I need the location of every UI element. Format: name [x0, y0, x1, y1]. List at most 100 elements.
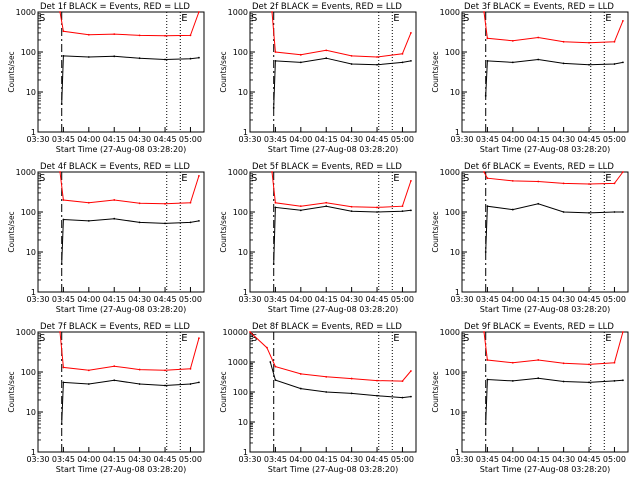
x-tick-label: 03:45: [264, 135, 287, 144]
series-point: [376, 56, 378, 58]
start-marker: S: [39, 13, 45, 24]
series-point: [588, 211, 590, 214]
x-axis-label: Start Time (27-Aug-08 03:28:20): [56, 465, 187, 474]
start-marker: S: [251, 13, 257, 24]
events-series-line: [485, 203, 623, 253]
series-point: [486, 205, 489, 208]
series-point: [274, 365, 277, 368]
series-point: [486, 359, 489, 361]
series-point: [164, 384, 166, 387]
y-tick-label: 100: [21, 208, 36, 217]
series-point: [198, 174, 200, 177]
y-axis-label: Counts/sec: [7, 51, 16, 92]
chart-title: Det 9f BLACK = Events, RED = LLD: [464, 322, 614, 332]
y-tick-label: 10: [450, 88, 460, 97]
x-tick-label: 04:00: [501, 295, 524, 304]
y-tick-label: 10: [238, 418, 248, 427]
x-tick-label: 03:30: [450, 295, 473, 304]
series-point: [62, 30, 65, 33]
series-point: [62, 54, 65, 57]
series-point: [588, 363, 590, 366]
lld-series-line: [483, 171, 624, 185]
series-point: [484, 94, 487, 97]
lld-series-line: [271, 11, 412, 58]
x-tick-label: 03:30: [26, 455, 49, 464]
series-point: [511, 39, 514, 42]
x-tick-label: 03:30: [238, 135, 261, 144]
chart-panel: Det 9f BLACK = Events, RED = LLD 1 10 100 10…: [431, 322, 629, 474]
series-point: [486, 177, 489, 180]
series-point: [410, 179, 412, 182]
series-point: [274, 51, 277, 53]
series-point: [164, 202, 166, 205]
series-point: [562, 62, 565, 65]
plot-frame: [37, 331, 205, 453]
series-point: [537, 359, 540, 361]
x-tick-label: 03:30: [450, 135, 473, 144]
y-tick-label: 10000: [223, 328, 248, 337]
series-point: [62, 366, 65, 369]
series-point: [189, 221, 192, 224]
series-point: [249, 331, 251, 333]
x-axis-label: Start Time (27-Aug-08 03:28:20): [268, 145, 399, 154]
series-point: [60, 263, 63, 265]
series-point: [59, 171, 61, 173]
series-point: [189, 367, 192, 370]
start-marker: S: [463, 13, 469, 24]
plot-frame: [249, 11, 417, 133]
series-point: [376, 379, 378, 382]
y-axis-label: Counts/sec: [431, 211, 440, 252]
x-tick-label: 03:45: [476, 455, 499, 464]
series-point: [588, 63, 590, 66]
start-marker: S: [463, 173, 469, 184]
series-point: [272, 263, 275, 265]
series-point: [198, 56, 200, 59]
series-point: [410, 370, 412, 372]
series-point: [271, 171, 273, 173]
events-series-line: [273, 57, 411, 108]
events-series-line: [485, 58, 623, 96]
series-point: [483, 171, 485, 173]
y-tick-label: 10: [238, 248, 248, 257]
series-point: [376, 211, 378, 213]
x-tick-label: 04:30: [340, 135, 363, 144]
series-point: [138, 34, 141, 37]
series-point: [401, 396, 404, 399]
series-point: [164, 369, 166, 372]
x-tick-label: 04:15: [315, 455, 338, 464]
series-point: [350, 210, 353, 213]
x-tick-label: 03:45: [264, 455, 287, 464]
series-point: [613, 379, 616, 382]
y-tick-label: 1000: [16, 328, 36, 337]
lld-series-line: [271, 171, 412, 208]
y-tick-label: 100: [233, 48, 248, 57]
series-point: [350, 392, 353, 395]
series-point: [537, 202, 540, 205]
series-point: [113, 217, 116, 220]
series-point: [401, 52, 404, 55]
chart-title: Det 7f BLACK = Events, RED = LLD: [40, 322, 190, 332]
series-point: [198, 381, 200, 384]
series-point: [138, 221, 141, 224]
x-tick-label: 03:45: [52, 295, 75, 304]
series-point: [299, 53, 302, 56]
chart-panel: Det 3f BLACK = Events, RED = LLD 1 10 100 10…: [431, 2, 629, 154]
series-point: [299, 209, 302, 212]
x-tick-label: 04:15: [315, 295, 338, 304]
end-marker: E: [181, 333, 187, 344]
lld-series-line: [483, 11, 624, 44]
y-tick-label: 1: [455, 448, 460, 457]
series-point: [299, 205, 302, 208]
chart-panel: Det 5f BLACK = Events, RED = LLD 1 10 100 10…: [219, 162, 417, 314]
series-point: [87, 369, 90, 372]
series-point: [622, 61, 624, 64]
series-point: [483, 331, 485, 333]
series-point: [271, 11, 273, 13]
y-tick-label: 1: [31, 128, 36, 137]
x-tick-label: 04:15: [527, 295, 550, 304]
chart-title: Det 1f BLACK = Events, RED = LLD: [40, 2, 190, 12]
series-point: [410, 32, 412, 34]
series-point: [113, 365, 116, 368]
x-tick-label: 03:30: [450, 455, 473, 464]
y-tick-label: 100: [21, 368, 36, 377]
